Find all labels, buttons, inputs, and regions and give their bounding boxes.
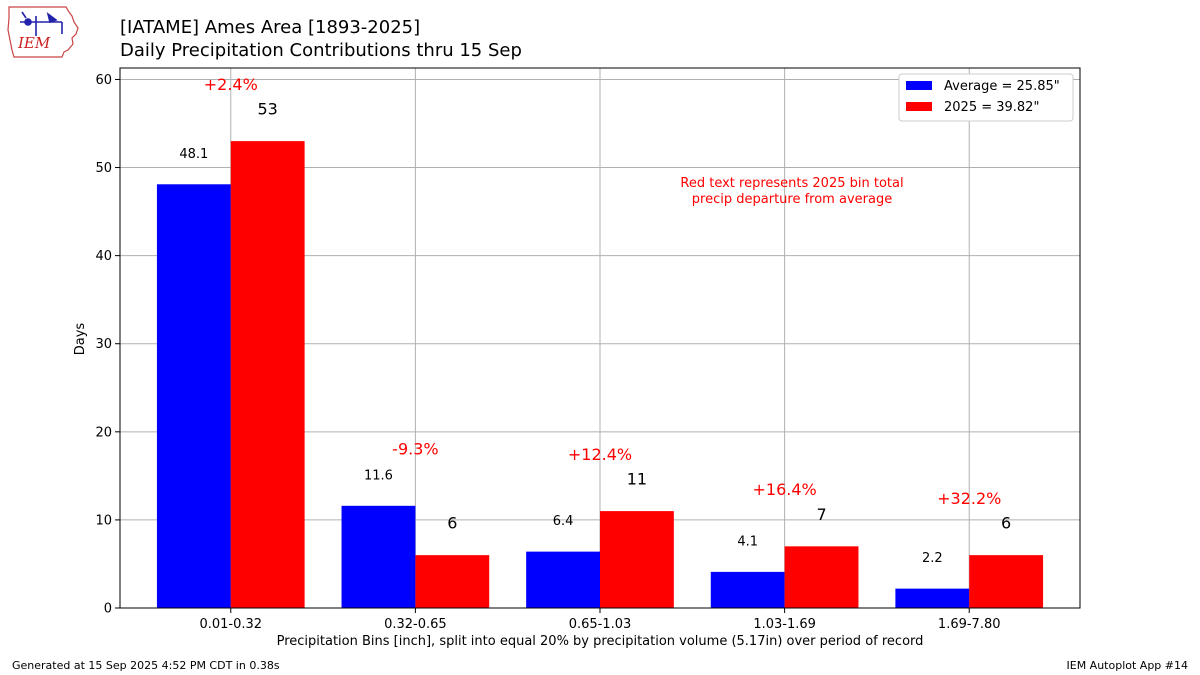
bar-2025	[784, 546, 859, 608]
departure-label: +16.4%	[752, 480, 816, 499]
chart-title: [IATAME] Ames Area [1893-2025]	[120, 17, 421, 38]
legend-swatch-average	[906, 81, 932, 90]
bar-label-2025: 6	[447, 514, 457, 533]
bar-label-average: 4.1	[737, 534, 758, 549]
legend: Average = 25.85" 2025 = 39.82"	[898, 73, 1074, 122]
y-tick-label: 60	[95, 73, 112, 88]
x-tick-label: 0.65-1.03	[569, 617, 632, 632]
departure-label: +12.4%	[568, 445, 632, 464]
x-tick-label: 1.03-1.69	[753, 617, 816, 632]
x-tick-label: 0.01-0.32	[199, 617, 262, 632]
legend-label-2025: 2025 = 39.82"	[944, 100, 1039, 115]
bar-label-2025: 11	[627, 470, 647, 489]
bar-2025	[415, 555, 490, 608]
bar-2025	[600, 511, 674, 608]
app-id: IEM Autoplot App #14	[1066, 659, 1189, 672]
bar-2025	[230, 141, 305, 608]
weather-station-icon	[20, 11, 63, 36]
generated-timestamp: Generated at 15 Sep 2025 4:52 PM CDT in …	[12, 659, 280, 672]
axes: 0 10 20 30 40 50 60 0.01-0.32 0.32-0.65 0.65-1.03…	[95, 73, 1000, 632]
bar-label-2025: 7	[816, 505, 826, 524]
bar-2025	[969, 555, 1044, 608]
y-tick-label: 30	[95, 337, 112, 352]
bar-average	[156, 184, 231, 609]
y-tick-label: 40	[95, 249, 112, 264]
iem-logo: IEM	[7, 6, 79, 58]
bar-label-average: 6.4	[553, 514, 574, 529]
bar-average	[895, 588, 970, 608]
departure-label: -9.3%	[392, 440, 438, 459]
x-tick-label: 1.69-7.80	[938, 617, 1001, 632]
bar-average	[526, 551, 600, 608]
legend-swatch-2025	[906, 102, 932, 111]
y-axis-label: Days	[73, 323, 88, 356]
bar-average	[710, 571, 785, 608]
bar-label-average: 48.1	[179, 147, 208, 162]
departure-label: +32.2%	[937, 489, 1001, 508]
bar-label-average: 11.6	[364, 468, 393, 483]
y-tick-label: 0	[104, 602, 112, 617]
annotation-line-2: precip departure from average	[692, 192, 892, 207]
bars	[156, 141, 1044, 609]
annotation-line-1: Red text represents 2025 bin total	[680, 176, 903, 191]
chart-subtitle: Daily Precipitation Contributions thru 1…	[120, 40, 522, 61]
iowa-outline-shape	[7, 6, 79, 58]
legend-label-average: Average = 25.85"	[944, 79, 1060, 94]
y-tick-label: 20	[95, 425, 112, 440]
bar-label-average: 2.2	[922, 551, 943, 566]
legend-box	[898, 73, 1074, 122]
bar-label-2025: 6	[1001, 514, 1011, 533]
y-tick-label: 50	[95, 161, 112, 176]
x-axis-label: Precipitation Bins [inch], split into eq…	[277, 634, 924, 649]
bar-average	[341, 505, 416, 608]
x-tick-label: 0.32-0.65	[384, 617, 447, 632]
logo-text: IEM	[17, 34, 51, 52]
y-tick-label: 10	[95, 513, 112, 528]
bar-label-2025: 53	[258, 100, 278, 119]
bar-labels: 48.1 53+2.4% 11.6 6 -9.3% 6.4 11 +12.4% 4.1 7+16.…	[179, 75, 1011, 566]
departure-label: +2.4%	[204, 75, 258, 94]
